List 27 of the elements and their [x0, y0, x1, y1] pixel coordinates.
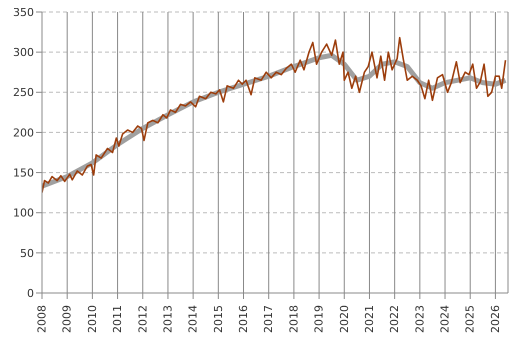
x-tick-label: 2018 [287, 305, 300, 333]
x-tick-label: 2021 [362, 305, 376, 333]
y-tick-label: 200 [13, 126, 34, 140]
x-tick-label: 2017 [262, 305, 276, 333]
y-tick-label: 300 [13, 46, 34, 60]
x-tick-label: 2019 [312, 305, 326, 333]
x-tick-label: 2012 [136, 305, 150, 333]
x-tick-label: 2016 [237, 305, 250, 333]
y-tick-label: 0 [27, 286, 34, 300]
x-tick-label: 2025 [464, 305, 477, 333]
x-tick-label: 2008 [36, 305, 48, 333]
x-tick-label: 2013 [161, 305, 174, 333]
y-tick-label: 250 [13, 86, 34, 100]
x-tick-label: 2014 [186, 305, 200, 333]
y-tick-label: 150 [13, 166, 34, 180]
x-tick-label: 2011 [111, 305, 124, 333]
x-tick-label: 2010 [86, 305, 99, 333]
x-tick-label: 2009 [60, 305, 74, 333]
x-tick-label: 2026 [488, 305, 502, 333]
x-tick-label: 2020 [338, 305, 351, 333]
x-tick-label: 2015 [212, 305, 225, 333]
x-tick-label: 2023 [413, 305, 426, 333]
y-tick-label: 100 [13, 206, 34, 220]
y-tick-label: 350 [13, 6, 34, 19]
x-tick-label: 2024 [438, 305, 452, 333]
y-tick-label: 50 [20, 246, 34, 260]
x-tick-label: 2022 [388, 305, 402, 333]
